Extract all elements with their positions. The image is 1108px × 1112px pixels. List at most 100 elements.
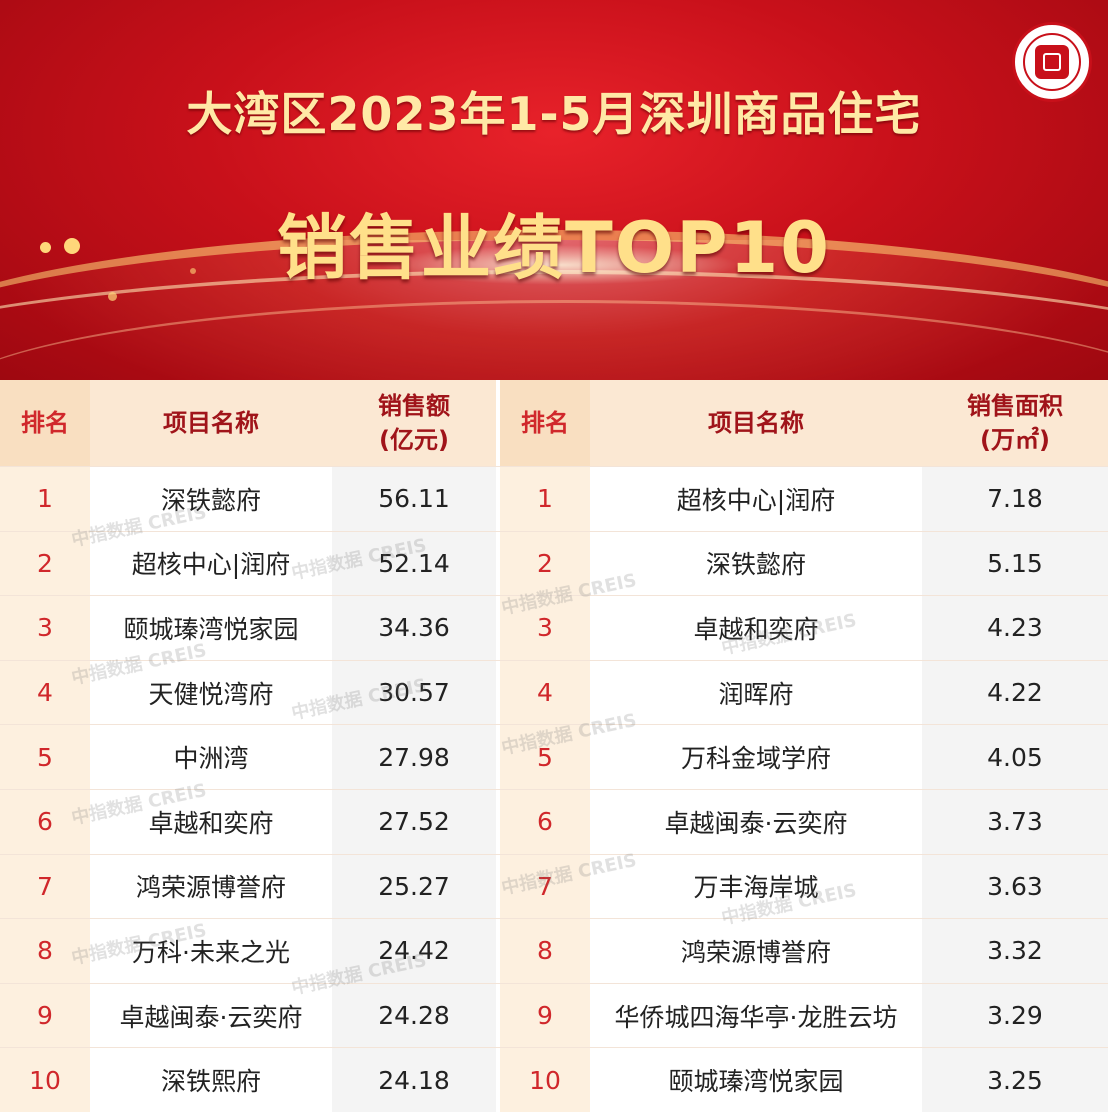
rank-cell: 4 xyxy=(0,659,90,725)
rank-cell: 4 xyxy=(500,659,590,725)
project-name-cell: 万丰海岸城 xyxy=(590,853,922,919)
table-row: 4 天健悦湾府 30.57 4 润晖府 4.22 xyxy=(0,659,1108,725)
header-value-right: 销售面积 (万㎡) xyxy=(922,380,1108,467)
header-value-left-line2: (亿元) xyxy=(379,426,449,454)
project-name-cell: 润晖府 xyxy=(590,659,922,725)
rank-cell: 6 xyxy=(500,788,590,855)
table-row: 3 颐城瑧湾悦家园 34.36 3 卓越和奕府 4.23 xyxy=(0,595,1108,661)
rank-cell: 5 xyxy=(0,724,90,790)
sales-amount-cell: 52.14 xyxy=(332,530,496,596)
column-gap xyxy=(496,853,500,919)
table-row: 7 鸿荣源博誉府 25.27 7 万丰海岸城 3.63 xyxy=(0,853,1108,919)
column-gap xyxy=(496,1047,500,1112)
column-gap xyxy=(496,982,500,1048)
column-gap xyxy=(496,466,500,532)
rank-cell: 7 xyxy=(500,853,590,919)
china-index-academy-logo-icon xyxy=(1012,22,1092,102)
decor-dot xyxy=(108,292,117,301)
rank-cell: 3 xyxy=(500,595,590,661)
rank-cell: 6 xyxy=(0,788,90,855)
sales-amount-cell: 24.42 xyxy=(332,918,496,984)
banner-glow xyxy=(380,245,740,285)
project-name-cell: 华侨城四海华亭·龙胜云坊 xyxy=(590,982,922,1048)
table-row: 2 超核中心|润府 52.14 2 深铁懿府 5.15 xyxy=(0,530,1108,596)
table-row: 8 万科·未来之光 24.42 8 鸿荣源博誉府 3.32 xyxy=(0,918,1108,984)
column-gap xyxy=(496,380,500,467)
project-name-cell: 万科金域学府 xyxy=(590,724,922,790)
sales-amount-cell: 24.28 xyxy=(332,982,496,1048)
rank-cell: 10 xyxy=(500,1047,590,1112)
decor-dot xyxy=(190,268,196,274)
rank-cell: 10 xyxy=(0,1047,90,1112)
rank-cell: 5 xyxy=(500,724,590,790)
rank-cell: 3 xyxy=(0,595,90,661)
sales-amount-cell: 30.57 xyxy=(332,659,496,725)
table-header-row: 排名 项目名称 销售额 (亿元) 排名 项目名称 销售面积 (万㎡) xyxy=(0,380,1108,467)
sales-amount-cell: 24.18 xyxy=(332,1047,496,1112)
ranking-table: 排名 项目名称 销售额 (亿元) 排名 项目名称 销售面积 (万㎡) 1 深铁懿… xyxy=(0,380,1108,1112)
sales-amount-cell: 25.27 xyxy=(332,853,496,919)
project-name-cell: 鸿荣源博誉府 xyxy=(590,918,922,984)
sales-area-cell: 3.29 xyxy=(922,982,1108,1048)
project-name-cell: 卓越和奕府 xyxy=(590,595,922,661)
page-title: 大湾区2023年1-5月深圳商品住宅 xyxy=(186,87,922,141)
column-gap xyxy=(496,595,500,661)
sales-area-cell: 3.63 xyxy=(922,853,1108,919)
page-subtitle: 销售业绩TOP10 xyxy=(277,207,831,289)
sales-amount-cell: 34.36 xyxy=(332,595,496,661)
sales-area-cell: 5.15 xyxy=(922,530,1108,596)
sales-area-cell: 3.32 xyxy=(922,918,1108,984)
rank-cell: 2 xyxy=(0,530,90,596)
project-name-cell: 鸿荣源博誉府 xyxy=(90,853,332,919)
column-gap xyxy=(496,659,500,725)
rank-cell: 9 xyxy=(500,982,590,1048)
sales-area-cell: 3.73 xyxy=(922,788,1108,855)
column-gap xyxy=(496,530,500,596)
column-gap xyxy=(496,918,500,984)
rank-cell: 8 xyxy=(500,918,590,984)
rank-cell: 7 xyxy=(0,853,90,919)
project-name-cell: 颐城瑧湾悦家园 xyxy=(590,1047,922,1112)
sales-area-cell: 3.25 xyxy=(922,1047,1108,1112)
banner-swoosh xyxy=(0,300,1108,380)
header-name-left: 项目名称 xyxy=(90,380,332,467)
rank-cell: 1 xyxy=(500,466,590,532)
logo-seal xyxy=(1035,45,1069,79)
project-name-cell: 深铁熙府 xyxy=(90,1047,332,1112)
table-row: 9 卓越闽泰·云奕府 24.28 9 华侨城四海华亭·龙胜云坊 3.29 xyxy=(0,982,1108,1048)
project-name-cell: 天健悦湾府 xyxy=(90,659,332,725)
rank-cell: 1 xyxy=(0,466,90,532)
project-name-cell: 深铁懿府 xyxy=(90,466,332,532)
project-name-cell: 深铁懿府 xyxy=(590,530,922,596)
header-name-right: 项目名称 xyxy=(590,380,922,467)
sales-area-cell: 4.05 xyxy=(922,724,1108,790)
column-gap xyxy=(496,788,500,855)
header-value-right-line1: 销售面积 xyxy=(967,392,1063,420)
rank-cell: 9 xyxy=(0,982,90,1048)
project-name-cell: 超核中心|润府 xyxy=(590,466,922,532)
project-name-cell: 超核中心|润府 xyxy=(90,530,332,596)
header-value-left-line1: 销售额 xyxy=(378,392,450,420)
decor-dot xyxy=(40,242,51,253)
sales-amount-cell: 27.98 xyxy=(332,724,496,790)
table-row: 10 深铁熙府 24.18 10 颐城瑧湾悦家园 3.25 xyxy=(0,1047,1108,1112)
rank-cell: 8 xyxy=(0,918,90,984)
table-row: 6 卓越和奕府 27.52 6 卓越闽泰·云奕府 3.73 xyxy=(0,788,1108,855)
project-name-cell: 卓越闽泰·云奕府 xyxy=(590,788,922,855)
sales-area-cell: 4.23 xyxy=(922,595,1108,661)
project-name-cell: 万科·未来之光 xyxy=(90,918,332,984)
logo-ring xyxy=(1023,33,1081,91)
project-name-cell: 卓越闽泰·云奕府 xyxy=(90,982,332,1048)
header-banner: 大湾区2023年1-5月深圳商品住宅 销售业绩TOP10 xyxy=(0,0,1108,380)
sales-area-cell: 7.18 xyxy=(922,466,1108,532)
column-gap xyxy=(496,724,500,790)
sales-amount-cell: 27.52 xyxy=(332,788,496,855)
sales-amount-cell: 56.11 xyxy=(332,466,496,532)
table-row: 5 中洲湾 27.98 5 万科金域学府 4.05 xyxy=(0,724,1108,790)
header-rank-right: 排名 xyxy=(500,380,590,467)
project-name-cell: 卓越和奕府 xyxy=(90,788,332,855)
decor-dot xyxy=(64,238,80,254)
rank-cell: 2 xyxy=(500,530,590,596)
header-value-left: 销售额 (亿元) xyxy=(332,380,496,467)
project-name-cell: 中洲湾 xyxy=(90,724,332,790)
